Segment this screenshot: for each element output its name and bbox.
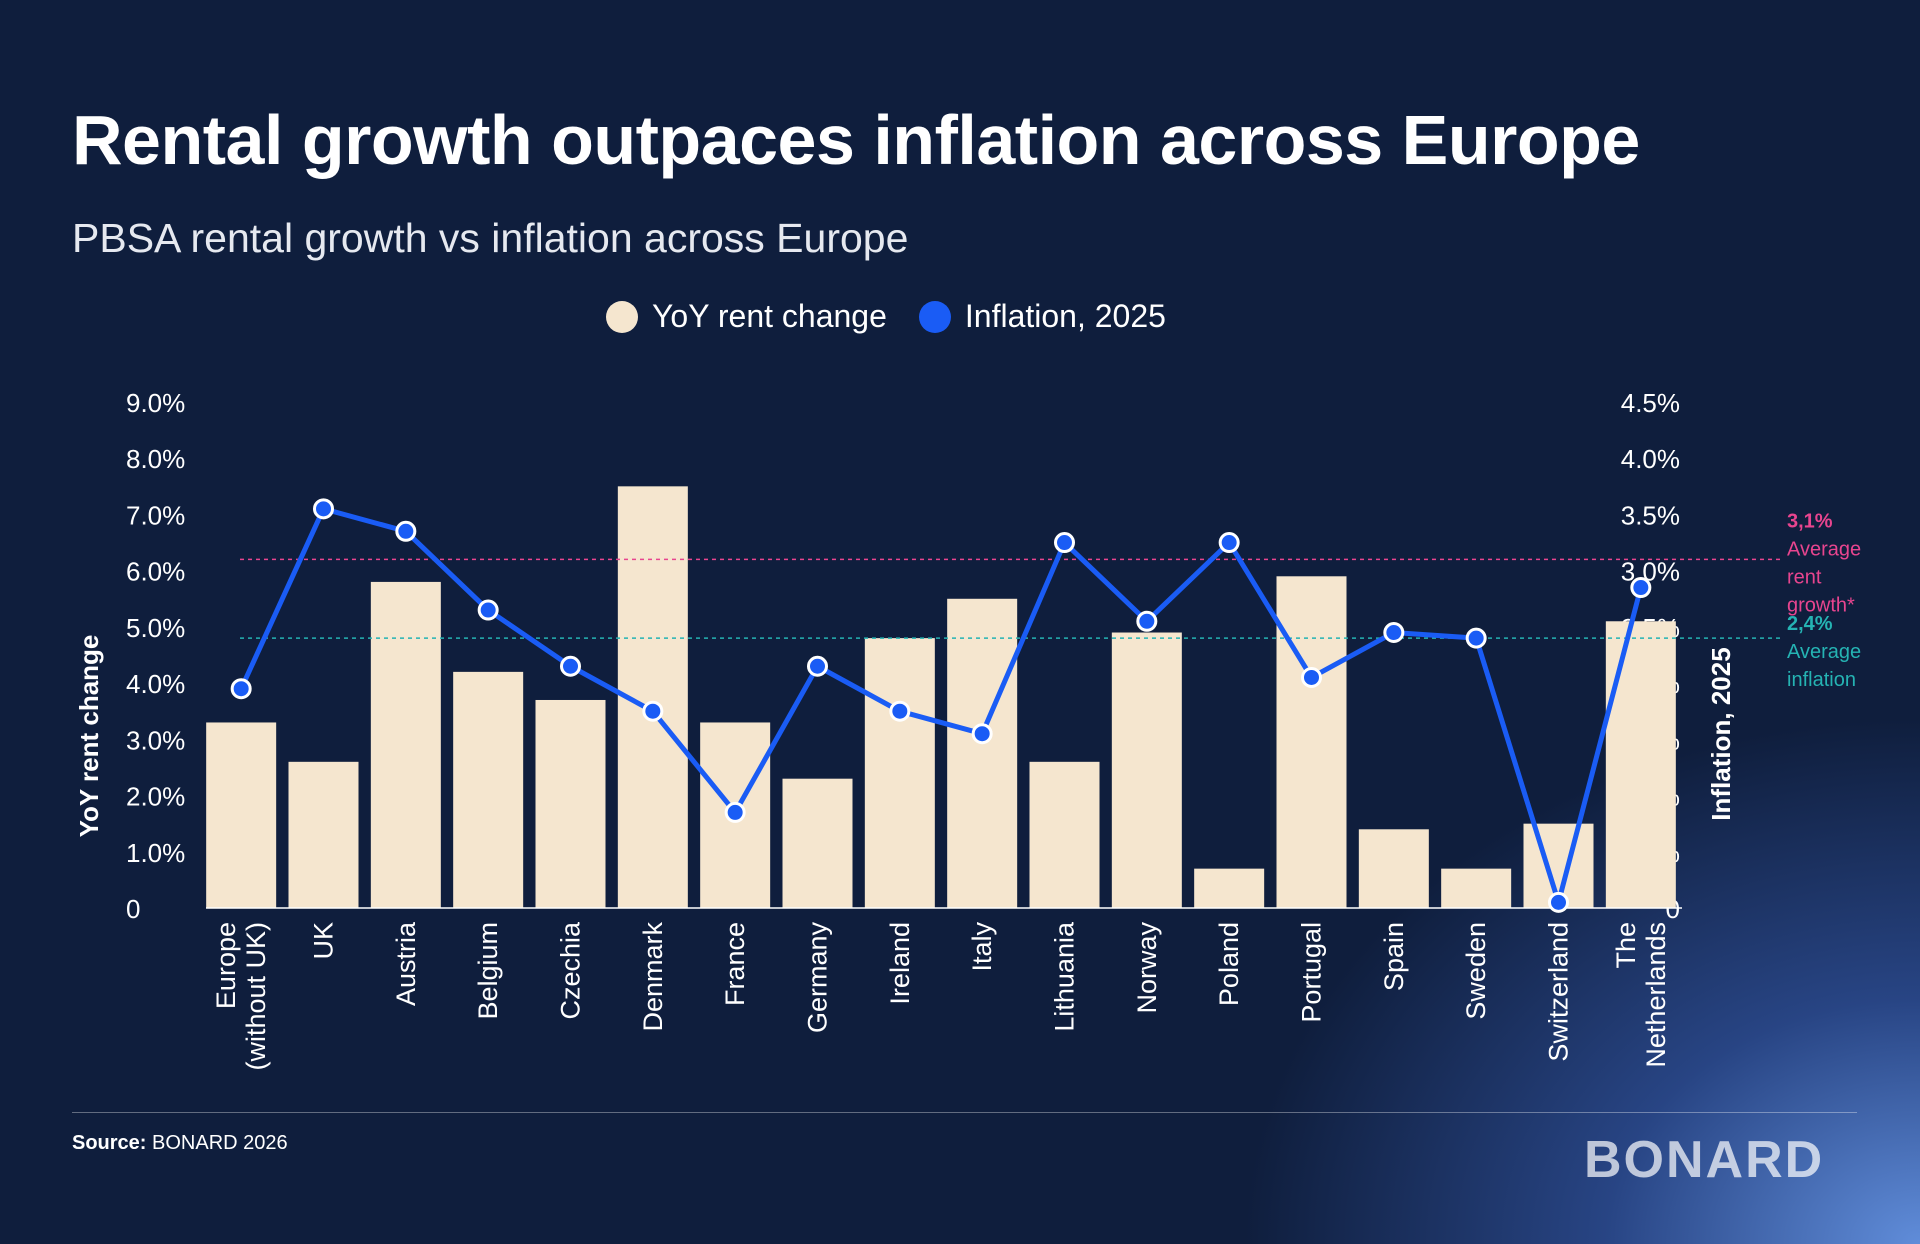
- bar-rent: [947, 598, 1018, 908]
- combo-chart: 01.0%2.0%3.0%4.0%5.0%6.0%7.0%8.0%9.0%00.…: [74, 388, 1861, 1071]
- source-note: Source: BONARD 2026: [72, 1132, 288, 1155]
- bar-rent: [1111, 632, 1182, 908]
- y-tick-label: 5.0%: [126, 613, 185, 643]
- inflation-point: [477, 599, 499, 621]
- y2-tick-label: 3.0%: [1621, 557, 1680, 587]
- bar-rent: [864, 638, 935, 908]
- x-category-label: Germany: [803, 922, 833, 1034]
- avg-rent-growth-label: Average: [1787, 538, 1861, 560]
- footer-divider: [72, 1112, 1857, 1113]
- inflation-point: [1218, 532, 1240, 554]
- bar-rent: [370, 581, 441, 908]
- avg-inflation-label: Average: [1787, 641, 1861, 663]
- bar-rent: [1605, 621, 1676, 908]
- y-tick-label: 4.0%: [126, 669, 185, 699]
- x-category-label: Denmark: [638, 922, 668, 1032]
- chart-legend: YoY rent change Inflation, 2025: [606, 298, 1198, 335]
- x-category-label: (without UK): [241, 922, 271, 1071]
- chart-subtitle: PBSA rental growth vs inflation across E…: [72, 215, 909, 261]
- bar-rent: [1358, 829, 1429, 908]
- x-category-label: Italy: [967, 922, 997, 972]
- legend-label-rent: YoY rent change: [652, 298, 887, 334]
- x-category-label: Ireland: [885, 922, 915, 1005]
- x-category-label: UK: [309, 922, 339, 960]
- x-category-label: Europe: [211, 922, 241, 1009]
- y-tick-label: 1.0%: [126, 838, 185, 868]
- inflation-point: [971, 723, 993, 745]
- y-tick-label: 6.0%: [126, 557, 185, 587]
- bar-rent: [1276, 576, 1347, 908]
- inflation-point: [1383, 622, 1405, 644]
- x-category-label: Poland: [1214, 922, 1244, 1006]
- bar-rent: [1194, 868, 1265, 908]
- inflation-point: [1054, 532, 1075, 554]
- x-category-label: Netherlands: [1641, 922, 1671, 1068]
- inflation-point: [724, 801, 746, 823]
- avg-rent-growth-value: 3,1%: [1787, 510, 1833, 532]
- x-category-label: Sweden: [1461, 922, 1491, 1020]
- bar-rent: [206, 722, 277, 908]
- x-category-label: Austria: [391, 921, 421, 1006]
- y-tick-label: 0: [126, 894, 140, 924]
- avg-rent-growth-label: rent: [1787, 566, 1822, 588]
- inflation-point: [313, 498, 334, 520]
- y-tick-label: 2.0%: [126, 782, 185, 812]
- x-category-label: Norway: [1132, 922, 1162, 1014]
- avg-inflation-value: 2,4%: [1787, 613, 1833, 635]
- bar-rent: [1029, 761, 1100, 908]
- chart-title: Rental growth outpaces inflation across …: [72, 101, 1640, 179]
- inflation-point: [560, 655, 581, 677]
- inflation-point: [1548, 891, 1569, 913]
- source-text: BONARD 2026: [152, 1132, 288, 1154]
- x-category-label: France: [720, 922, 750, 1006]
- bar-rent: [535, 699, 606, 908]
- bar-rent: [288, 761, 359, 908]
- legend-item-inflation: Inflation, 2025: [918, 298, 1166, 335]
- inflation-point: [807, 655, 828, 677]
- y-tick-label: 3.0%: [126, 725, 185, 755]
- inflation-point: [1301, 666, 1322, 688]
- avg-rent-growth-label: growth*: [1787, 594, 1855, 616]
- x-category-label: Czechia: [556, 921, 586, 1020]
- legend-swatch-rent: [606, 300, 638, 333]
- y2-tick-label: 3.5%: [1621, 500, 1680, 530]
- legend-item-rent: YoY rent change: [606, 298, 887, 335]
- legend-label-inflation: Inflation, 2025: [964, 298, 1166, 334]
- inflation-point: [1136, 610, 1158, 632]
- y-tick-label: 9.0%: [126, 388, 185, 418]
- inflation-point: [889, 700, 911, 722]
- bar-rent: [453, 671, 524, 908]
- avg-inflation-label: inflation: [1787, 669, 1856, 691]
- inflation-point: [642, 700, 664, 722]
- bar-rent: [782, 778, 853, 908]
- y-tick-label: 8.0%: [126, 444, 185, 474]
- y2-tick-label: 4.5%: [1621, 388, 1680, 418]
- x-category-label: Spain: [1379, 922, 1409, 991]
- inflation-line: [238, 506, 1644, 905]
- x-category-label: Portugal: [1297, 922, 1327, 1023]
- legend-swatch-inflation: [918, 300, 951, 333]
- y2-axis-title: Inflation, 2025: [1706, 647, 1736, 820]
- y-axis-title: YoY rent change: [74, 635, 104, 838]
- inflation-point: [395, 520, 417, 542]
- x-category-label: Switzerland: [1544, 922, 1574, 1062]
- inflation-point: [1630, 577, 1652, 599]
- y2-tick-label: 4.0%: [1621, 444, 1680, 474]
- x-category-label: The: [1611, 922, 1641, 969]
- x-category-label: Lithuania: [1050, 921, 1080, 1032]
- bar-rent: [1441, 868, 1512, 908]
- y-tick-label: 7.0%: [126, 500, 185, 530]
- bonard-logo: BONARD: [1584, 1131, 1825, 1189]
- x-category-label: Belgium: [473, 922, 503, 1020]
- source-label: Source:: [72, 1132, 147, 1154]
- inflation-point: [1465, 627, 1487, 649]
- inflation-point: [230, 678, 252, 700]
